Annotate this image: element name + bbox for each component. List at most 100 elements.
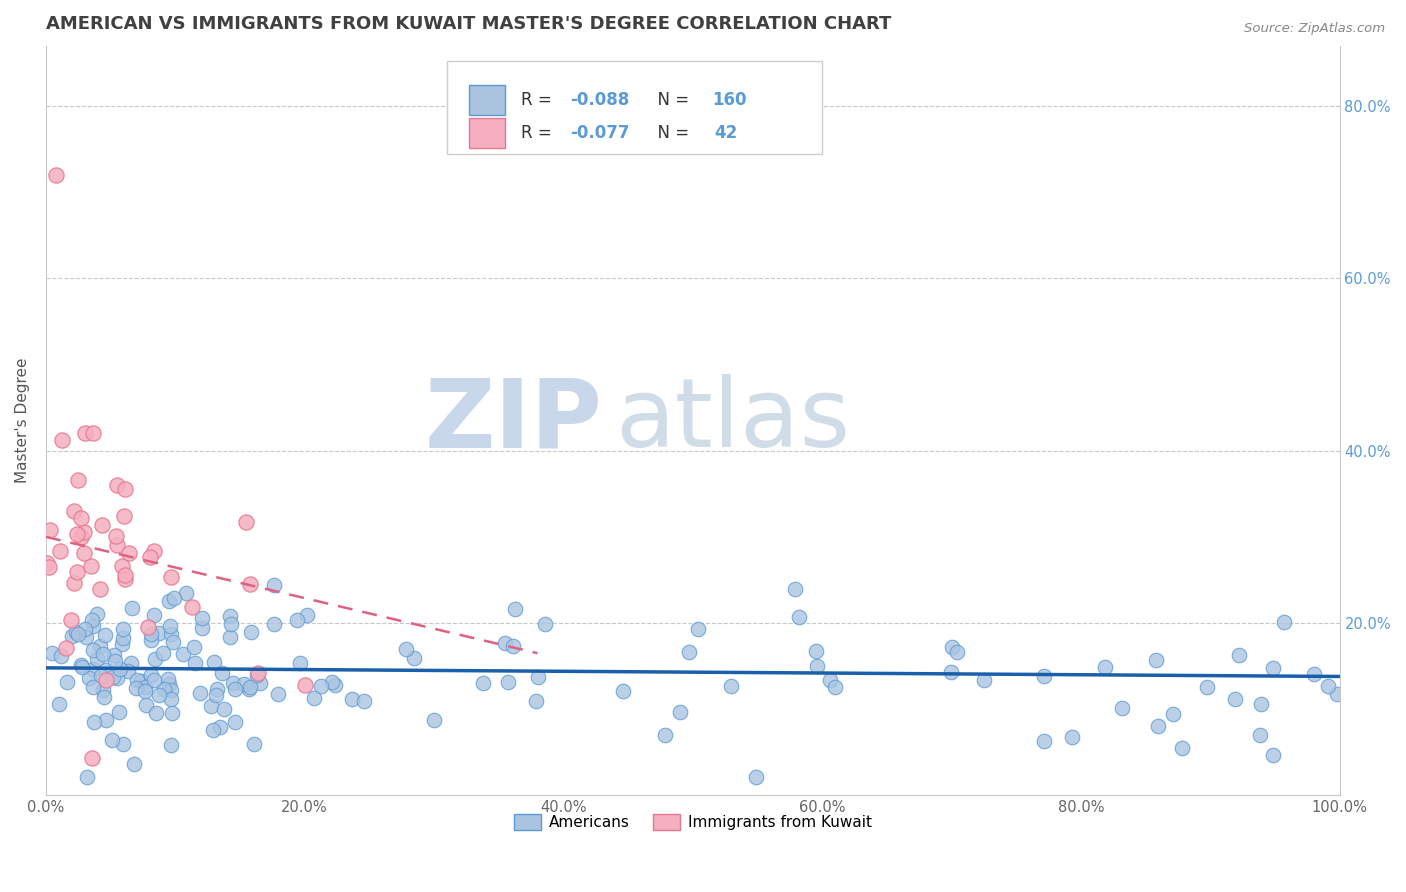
Point — [70, 658, 93, 673]
Point — [205, 688, 228, 702]
Point — [239, 576, 262, 591]
Point — [111, 636, 134, 650]
Point — [127, 673, 149, 688]
Point — [159, 738, 181, 752]
Point — [152, 646, 174, 660]
Bar — [470, 119, 505, 148]
Point — [65, 625, 87, 640]
Point — [191, 611, 214, 625]
Point — [160, 692, 183, 706]
Point — [45, 168, 67, 182]
Point — [90, 669, 112, 683]
Point — [1272, 615, 1295, 629]
Point — [110, 662, 132, 676]
Point — [101, 670, 124, 684]
Point — [402, 651, 425, 665]
Point — [686, 622, 709, 636]
Point — [267, 687, 290, 701]
Point — [180, 600, 202, 615]
Point — [41, 646, 63, 660]
Point — [114, 482, 136, 496]
Point — [212, 701, 235, 715]
Point — [62, 629, 84, 643]
Point — [1111, 701, 1133, 715]
Point — [533, 616, 555, 631]
Point — [148, 688, 170, 702]
Point — [183, 640, 205, 654]
Point — [159, 569, 181, 583]
Point — [342, 692, 364, 706]
Point — [105, 478, 128, 492]
Point — [105, 529, 128, 543]
Point — [941, 640, 963, 654]
Point — [946, 645, 969, 659]
Point — [325, 677, 347, 691]
Point — [263, 616, 285, 631]
Point — [67, 626, 90, 640]
Point — [143, 652, 166, 666]
Point — [1227, 648, 1250, 662]
Point — [235, 515, 257, 529]
Point — [240, 624, 263, 639]
Point — [174, 585, 197, 599]
Point — [238, 682, 260, 697]
Point — [824, 680, 846, 694]
Point — [117, 664, 139, 678]
Point — [783, 582, 806, 596]
Point — [1033, 668, 1056, 682]
Point — [94, 628, 117, 642]
Point — [139, 667, 162, 681]
Point — [118, 546, 141, 560]
Point — [129, 673, 152, 688]
Text: N =: N = — [648, 124, 700, 143]
Point — [55, 675, 77, 690]
Point — [89, 582, 111, 596]
Text: -0.088: -0.088 — [569, 91, 628, 110]
Point — [294, 678, 316, 692]
Point — [495, 636, 517, 650]
Point — [63, 576, 86, 591]
Point — [395, 642, 418, 657]
Point — [806, 659, 828, 673]
Point — [157, 672, 180, 686]
Point — [1161, 706, 1184, 721]
Point — [302, 690, 325, 705]
Point — [233, 677, 256, 691]
Point — [207, 682, 229, 697]
Point — [423, 713, 446, 727]
Point — [526, 694, 548, 708]
Point — [108, 705, 131, 719]
Point — [1303, 666, 1326, 681]
Point — [654, 728, 676, 742]
Point — [172, 647, 194, 661]
Point — [720, 679, 742, 693]
Point — [224, 715, 246, 730]
Point — [157, 677, 180, 691]
Point — [73, 426, 96, 441]
Text: R =: R = — [520, 124, 557, 143]
Point — [1326, 687, 1348, 701]
Point — [82, 642, 104, 657]
Point — [321, 674, 343, 689]
Point — [143, 608, 166, 623]
Point — [82, 751, 104, 765]
Point — [37, 556, 59, 570]
Point — [1094, 659, 1116, 673]
Point — [184, 657, 207, 671]
Point — [148, 625, 170, 640]
Point — [90, 517, 112, 532]
Point — [96, 713, 118, 727]
Point — [142, 544, 165, 558]
Point — [353, 694, 375, 708]
Point — [96, 663, 118, 677]
Point — [941, 665, 963, 680]
Point — [63, 504, 86, 518]
Point — [111, 622, 134, 636]
Point — [678, 644, 700, 658]
Point — [787, 610, 810, 624]
Point — [89, 640, 111, 654]
Point — [51, 433, 73, 447]
Point — [295, 607, 318, 622]
Point — [221, 617, 243, 632]
Point — [160, 627, 183, 641]
